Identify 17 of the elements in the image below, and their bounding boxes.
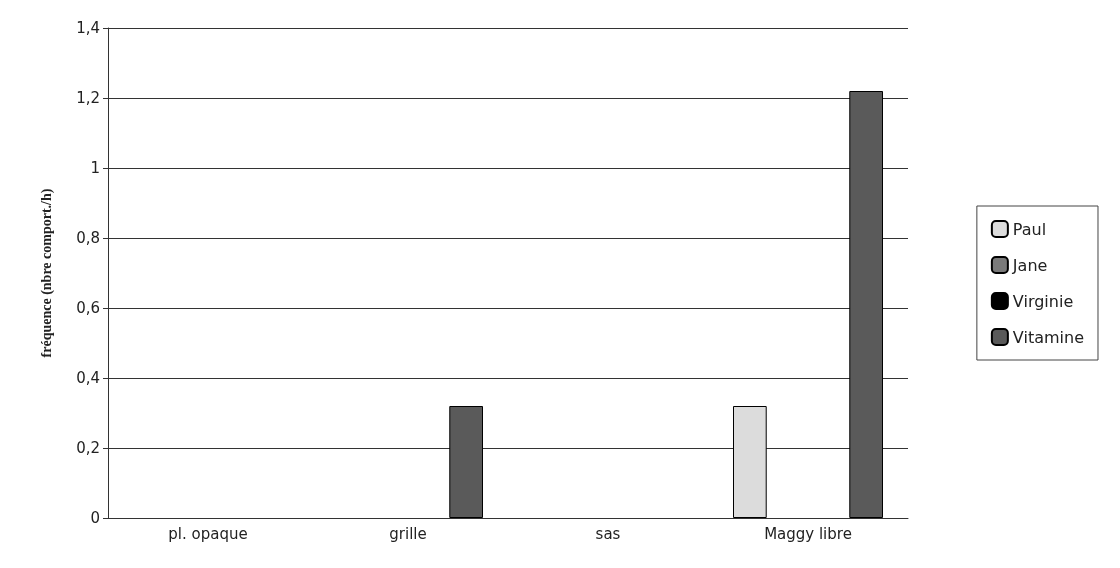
y-tick-label: 1,4 bbox=[76, 19, 100, 37]
y-tick-label: 0,4 bbox=[76, 369, 100, 387]
legend-label: Jane bbox=[1011, 255, 1048, 275]
x-tick-label: Maggy libre bbox=[764, 524, 852, 543]
y-axis-title: fréquence (nbre comport./h) bbox=[38, 188, 55, 358]
x-tick-label: grille bbox=[389, 524, 427, 543]
legend-label: Vitamine bbox=[1012, 327, 1085, 347]
y-tick-label: 0,8 bbox=[76, 229, 100, 247]
y-tick-label: 1,2 bbox=[76, 89, 100, 107]
legend-label: Paul bbox=[1012, 219, 1047, 239]
y-tick-label: 0,2 bbox=[76, 439, 100, 457]
y-tick-label: 1 bbox=[90, 159, 100, 177]
y-tick-label: 0,6 bbox=[76, 299, 100, 317]
x-tick-label: sas bbox=[595, 524, 621, 543]
legend-label: Virginie bbox=[1012, 291, 1074, 311]
y-tick-label: 0 bbox=[90, 509, 100, 527]
x-tick-label: pl. opaque bbox=[168, 524, 248, 543]
